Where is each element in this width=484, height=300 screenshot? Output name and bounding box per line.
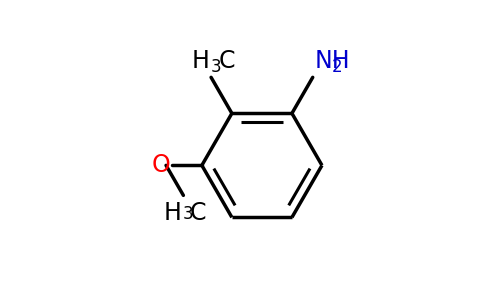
Text: H: H [192, 49, 210, 73]
Text: O: O [152, 153, 171, 177]
Text: C: C [190, 201, 206, 225]
Text: C: C [219, 49, 235, 73]
Text: H: H [163, 201, 181, 225]
Text: 3: 3 [182, 205, 193, 223]
Text: 2: 2 [332, 58, 342, 76]
Text: 3: 3 [211, 58, 222, 76]
Text: NH: NH [315, 49, 351, 73]
